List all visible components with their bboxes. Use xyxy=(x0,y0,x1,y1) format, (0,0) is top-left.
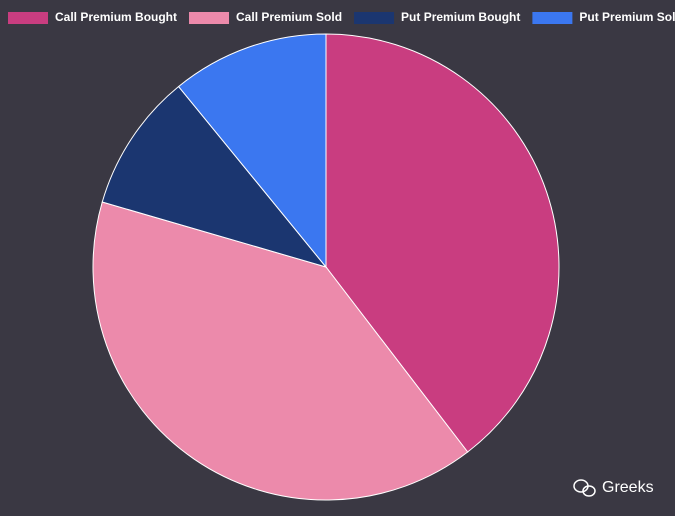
legend-label: Call Premium Sold xyxy=(236,10,342,24)
legend-swatch xyxy=(189,12,230,24)
pie-slice xyxy=(325,33,560,453)
pie-slice xyxy=(92,201,469,501)
watermark: Greeks xyxy=(602,479,654,496)
pie-slice xyxy=(101,85,328,268)
legend-swatch xyxy=(8,12,48,24)
legend-label: Put Premium Bought xyxy=(401,10,520,24)
watermark-icon xyxy=(573,479,596,497)
pie-slice xyxy=(177,33,327,269)
legend-label: Call Premium Bought xyxy=(55,10,177,24)
legend-swatch xyxy=(532,12,573,24)
legend-swatch xyxy=(354,12,395,24)
legend-label: Put Premium Sold xyxy=(579,10,675,24)
